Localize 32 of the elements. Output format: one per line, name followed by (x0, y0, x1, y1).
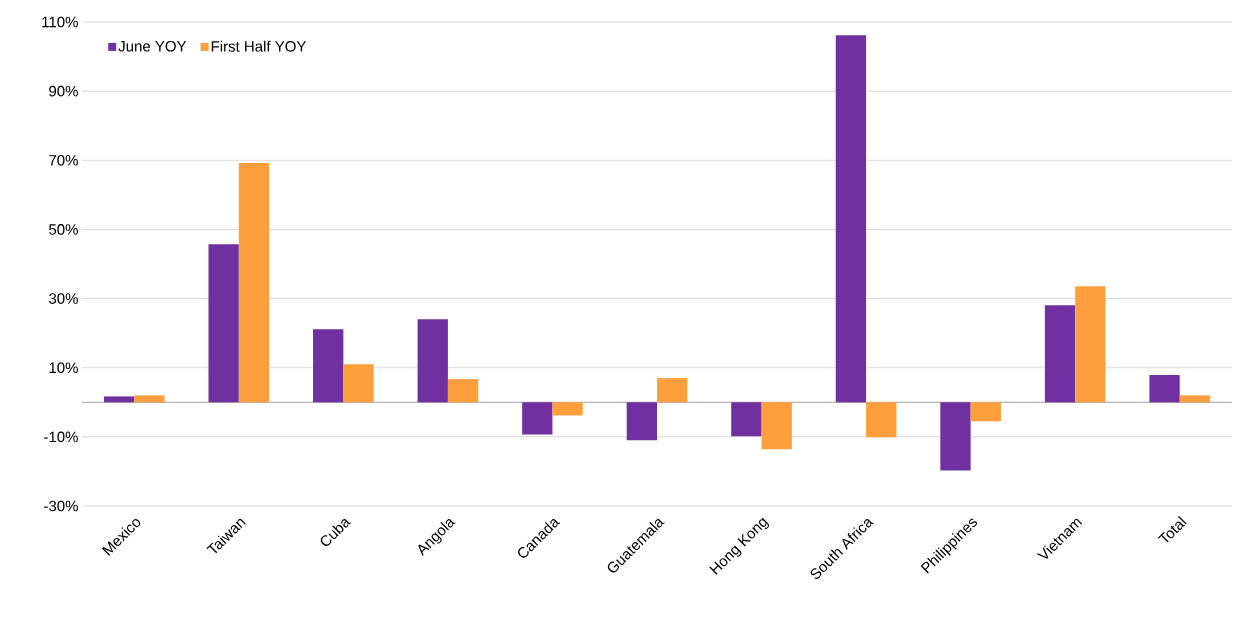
bar (970, 402, 1001, 422)
bar (626, 402, 657, 441)
bar (103, 396, 135, 403)
y-tick-label: 30% (49, 293, 78, 304)
bar (134, 395, 165, 403)
legend-label: First Half YOY (211, 40, 307, 52)
bar (866, 402, 897, 438)
bar (1179, 395, 1211, 403)
bar (447, 379, 479, 403)
y-tick-label: -10% (44, 431, 78, 443)
bar (1044, 305, 1076, 403)
bar (657, 378, 688, 403)
bar (1075, 286, 1106, 403)
y-tick-label: 110% (42, 16, 78, 28)
bar (731, 402, 762, 437)
bar (940, 402, 971, 471)
bar (522, 402, 553, 435)
legend-label: June YOY (118, 40, 187, 52)
y-tick-label: 90% (49, 85, 78, 97)
bar (1149, 374, 1180, 403)
bar (343, 364, 374, 403)
bar (238, 163, 270, 403)
y-tick-label: 10% (49, 362, 78, 374)
y-tick-label: 70% (49, 154, 78, 166)
bar (552, 402, 583, 416)
bar (208, 244, 239, 403)
y-tick-label: -30% (44, 500, 78, 512)
bar (761, 402, 792, 450)
bar (313, 329, 344, 403)
bar (417, 319, 448, 403)
y-tick-label: 50% (49, 224, 78, 235)
bar (835, 35, 867, 403)
